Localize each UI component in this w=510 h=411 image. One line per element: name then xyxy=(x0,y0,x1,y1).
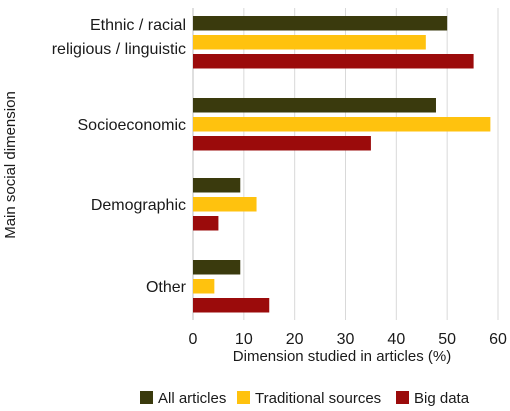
category-label-2-0: Demographic xyxy=(91,197,186,214)
bar-1-0 xyxy=(193,98,436,113)
bar-0-2 xyxy=(193,54,474,69)
category-label-0-0: Ethnic / racial xyxy=(90,17,186,34)
x-tick-label-50: 50 xyxy=(438,331,456,348)
bar-1-2 xyxy=(193,136,371,151)
x-axis-title: Dimension studied in articles (%) xyxy=(233,348,451,365)
bar-3-0 xyxy=(193,260,241,275)
bar-3-2 xyxy=(193,298,270,313)
legend-label-0: All articles xyxy=(158,390,226,407)
legend-swatch-1 xyxy=(237,391,250,404)
bar-2-2 xyxy=(193,216,219,231)
legend-label-1: Traditional sources xyxy=(255,390,381,407)
category-label-3-0: Other xyxy=(146,279,187,296)
legend: All articles Traditional sources Big data xyxy=(140,390,470,407)
legend-swatch-0 xyxy=(140,391,153,404)
bar-0-1 xyxy=(193,35,426,50)
bar-2-1 xyxy=(193,197,257,212)
bar-0-0 xyxy=(193,16,448,31)
x-tick-label-20: 20 xyxy=(286,331,304,348)
bar-3-1 xyxy=(193,279,215,294)
x-tick-label-40: 40 xyxy=(387,331,405,348)
category-label-1-0: Socioeconomic xyxy=(78,117,187,134)
bars xyxy=(193,16,491,313)
legend-label-2: Big data xyxy=(414,390,470,407)
x-tick-label-30: 30 xyxy=(337,331,355,348)
category-label-0-1: religious / linguistic xyxy=(52,41,186,58)
x-tick-label-10: 10 xyxy=(235,331,253,348)
x-tick-labels: 0 10 20 30 40 50 60 xyxy=(189,331,507,348)
legend-swatch-2 xyxy=(396,391,409,404)
bar-2-0 xyxy=(193,178,241,193)
y-axis-title: Main social dimension xyxy=(2,91,19,239)
x-tick-label-0: 0 xyxy=(189,331,198,348)
category-labels: Ethnic / racial religious / linguistic Soc… xyxy=(52,17,187,296)
x-tick-label-60: 60 xyxy=(489,331,507,348)
bar-1-1 xyxy=(193,117,491,132)
